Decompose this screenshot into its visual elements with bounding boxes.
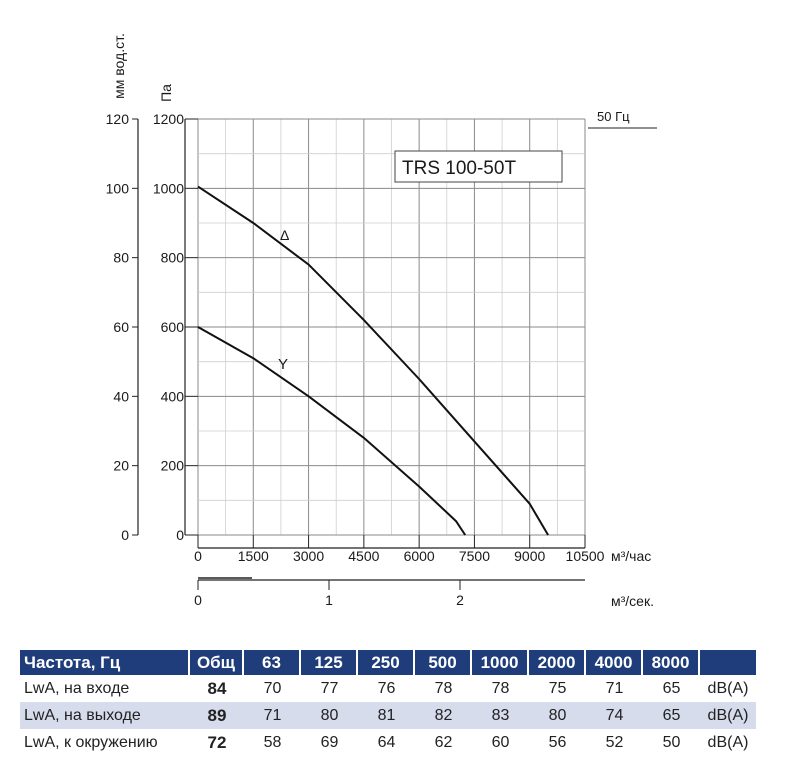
y-tick-label-mm: 40 (113, 388, 129, 404)
x-secondary-tick-label: 2 (456, 592, 464, 608)
row-label: LwA, на выходе (20, 702, 190, 729)
table-cell: 52 (605, 733, 624, 751)
table-cell: 62 (434, 733, 453, 751)
table-cell: 70 (263, 679, 282, 697)
table-cell: 65 (643, 702, 700, 729)
x-tick-label: 6000 (404, 548, 435, 564)
header-500: 500 (415, 650, 472, 675)
table-cell: 58 (263, 733, 282, 751)
y-tick-label-pa: 1200 (153, 111, 184, 127)
cell-total: 72 (207, 732, 227, 752)
table-cell: 80 (301, 702, 358, 729)
table-cell: 78 (434, 679, 453, 697)
table-cell: 71 (605, 679, 624, 697)
table-row: LwA, к окружению 72 58 69 64 62 60 56 52… (20, 729, 756, 756)
header-unit (700, 650, 756, 675)
table-cell: 83 (472, 702, 529, 729)
cell-unit: dB(A) (707, 733, 749, 751)
table-cell: 71 (244, 702, 301, 729)
table-cell: 69 (320, 733, 339, 751)
frequency-label: 50 Гц (597, 109, 630, 124)
y-tick-label-pa: 800 (161, 250, 185, 266)
y-axis-title-pa: Па (158, 84, 174, 102)
table-cell: 78 (491, 679, 510, 697)
header-4000: 4000 (586, 650, 643, 675)
y-axis-title-mm: мм вод.ст. (111, 33, 127, 99)
sound-power-table: Частота, Гц Общ 63 125 250 500 1000 2000… (20, 650, 756, 756)
x-tick-label: 10500 (566, 548, 605, 564)
header-250: 250 (358, 650, 415, 675)
x-tick-label: 0 (194, 548, 202, 564)
y-tick-label-mm: 80 (113, 250, 129, 266)
table-cell: 65 (662, 679, 681, 697)
table-cell: 56 (548, 733, 567, 751)
x-tick-label: 3000 (293, 548, 324, 564)
y-tick-label-pa: 0 (176, 527, 184, 543)
header-8000: 8000 (643, 650, 700, 675)
series-line-delta (197, 185, 549, 536)
y-tick-label-mm: 100 (106, 180, 130, 196)
x-secondary-tick-label: 0 (194, 592, 202, 608)
y-tick-label-pa: 400 (161, 388, 185, 404)
cell-unit: dB(A) (700, 702, 756, 729)
header-2000: 2000 (529, 650, 586, 675)
title-box (394, 150, 563, 183)
series-line-y (197, 326, 467, 536)
y-tick-label-pa: 200 (161, 458, 185, 474)
header-125: 125 (301, 650, 358, 675)
series-label-y: Y (278, 356, 288, 373)
cell-total: 84 (207, 678, 227, 698)
x-axis-title: м³/час (611, 548, 651, 564)
chart-title: TRS 100-50T (402, 158, 516, 179)
table-row: LwA, на входе 84 70 77 76 78 78 75 71 65… (20, 675, 756, 702)
header-1000: 1000 (472, 650, 529, 675)
x-secondary-axis-title: м³/сек. (611, 593, 654, 609)
y-tick-label-pa: 600 (161, 319, 185, 335)
header-frequency: Частота, Гц (20, 650, 190, 675)
y-tick-label-mm: 0 (121, 527, 129, 543)
table-cell: 50 (662, 733, 681, 751)
table-cell: 81 (358, 702, 415, 729)
table-cell: 80 (529, 702, 586, 729)
table-cell: 76 (377, 679, 396, 697)
row-label: LwA, к окружению (24, 733, 158, 751)
series-label-delta: Δ (280, 227, 289, 243)
x-secondary-tick-label: 1 (325, 592, 333, 608)
table-cell: 75 (548, 679, 567, 697)
y-tick-label-mm: 20 (113, 458, 129, 474)
cell-unit: dB(A) (707, 679, 749, 697)
header-63: 63 (244, 650, 301, 675)
y-tick-label-pa: 1000 (153, 180, 184, 196)
y-tick-label-mm: 120 (106, 111, 130, 127)
x-tick-label: 7500 (459, 548, 490, 564)
table-cell: 64 (377, 733, 396, 751)
table-header-row: Частота, Гц Общ 63 125 250 500 1000 2000… (20, 650, 756, 675)
y-tick-label-mm: 60 (113, 319, 129, 335)
table-cell: 74 (586, 702, 643, 729)
x-tick-label: 9000 (514, 548, 545, 564)
x-tick-label: 1500 (238, 548, 269, 564)
table-cell: 77 (320, 679, 339, 697)
header-total: Общ (190, 650, 244, 675)
cell-total: 89 (190, 702, 244, 729)
table-row: LwA, на выходе 89 71 80 81 82 83 80 74 6… (20, 702, 756, 729)
row-label: LwA, на входе (24, 679, 130, 697)
x-tick-label: 4500 (348, 548, 379, 564)
table-cell: 82 (415, 702, 472, 729)
table-cell: 60 (491, 733, 510, 751)
